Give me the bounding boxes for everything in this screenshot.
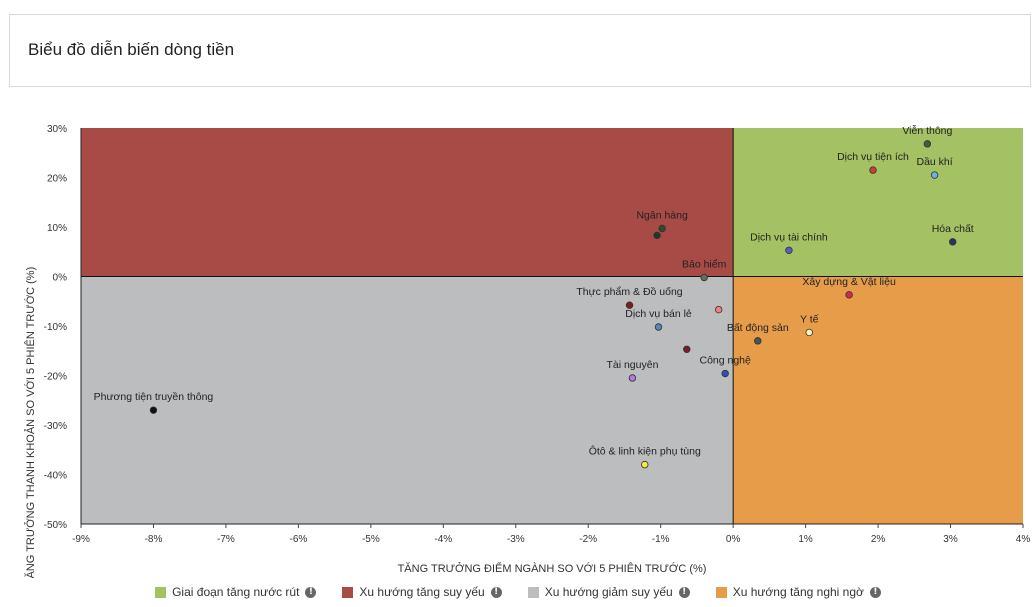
data-points: Viễn thông Dịch vụ tiện ích Dầu khí Hóa chấ… [94, 124, 974, 469]
x-tick-label: -3% [507, 534, 525, 545]
data-point-label: Ôtô & linh kiện phụ tùng [589, 445, 701, 458]
data-point [930, 171, 939, 179]
data-point-label: Dịch vụ tài chính [750, 231, 828, 243]
legend-swatch [527, 586, 539, 598]
x-tick-label: 0% [726, 534, 741, 545]
chart-legend: Giai đoạn tăng nước rút ! Xu hướng tăng … [0, 582, 1036, 602]
data-point [714, 305, 723, 314]
info-icon[interactable]: ! [678, 586, 690, 598]
quadrant-backgrounds [81, 128, 1023, 524]
data-point-label: Dịch vụ tiện ích [837, 151, 909, 163]
data-point [949, 238, 957, 246]
data-point [869, 166, 877, 174]
data-point-label: Ngân hàng [636, 209, 688, 221]
data-point [923, 140, 932, 148]
y-tick-label: -20% [44, 372, 67, 383]
info-icon[interactable]: ! [490, 586, 502, 598]
y-tick-label: 20% [47, 174, 67, 185]
y-tick-label: -10% [44, 322, 67, 333]
x-tick-label: -1% [652, 534, 670, 545]
data-point [805, 328, 813, 337]
cash-flow-scatter-chart: -9% -8% -7% -6% -5% -4% -3% -2% -1% 0% 1% 2% 3% 4% 30%… [24, 124, 1031, 578]
y-axis-label: TĂNG TRƯỞNG THANH KHOẢN SO VỚI 5 PHIÊN T… [24, 267, 37, 578]
data-point-label: Phương tiện truyền thông [94, 391, 214, 403]
legend-label: Xu hướng giảm suy yếu [544, 585, 673, 599]
data-point [625, 301, 634, 309]
legend-label: Giai đoạn tăng nước rút [172, 585, 300, 599]
data-point-label: Viễn thông [902, 124, 952, 137]
data-point-label: Thực phẩm & Đồ uống [576, 286, 682, 298]
legend-item-tang-suy-yeu[interactable]: Xu hướng tăng suy yếu ! [342, 582, 502, 602]
data-point-label: Y tế [800, 313, 819, 325]
legend-item-tang-nghi-ngo[interactable]: Xu hướng tăng nghi ngờ ! [715, 582, 881, 602]
data-point [721, 369, 729, 378]
y-tick-label: 0% [53, 273, 68, 284]
legend-swatch [342, 586, 354, 598]
x-tick-label: -5% [362, 534, 380, 545]
x-tick-label: -6% [289, 534, 307, 545]
quadrant-bottom-right [733, 276, 1023, 524]
data-point-label: Công nghệ [699, 355, 751, 367]
legend-item-giam-suy-yeu[interactable]: Xu hướng giảm suy yếu ! [527, 582, 690, 602]
data-point [845, 291, 853, 299]
quadrant-top-left [81, 128, 734, 277]
data-point [641, 460, 649, 469]
legend-label: Xu hướng tăng suy yếu [359, 585, 485, 599]
data-point [683, 345, 691, 353]
data-point [785, 246, 793, 254]
data-point-label: Dầu khí [917, 156, 953, 168]
x-tick-label: -9% [72, 534, 90, 545]
data-point-label: Dịch vụ bán lẻ [625, 308, 692, 320]
x-tick-label: -7% [217, 534, 235, 545]
x-tick-label: 4% [1016, 534, 1031, 545]
data-point [700, 273, 708, 282]
y-tick-label: -40% [44, 471, 67, 482]
data-point [149, 406, 158, 414]
quadrant-top-right [733, 128, 1023, 277]
data-point-label: Bất động sản [727, 322, 789, 334]
data-point-label: Xây dựng & Vật liệu [802, 276, 896, 288]
data-point-label: Tài nguyên [606, 359, 658, 371]
header-card: Biểu đồ diễn biến dòng tiền [9, 14, 1031, 87]
legend-item-tang-nuoc-rut[interactable]: Giai đoạn tăng nước rút ! [155, 582, 317, 602]
data-point-label: Bảo hiểm [682, 258, 727, 270]
data-point-label: Hóa chất [932, 223, 974, 235]
x-tick-label: -8% [145, 534, 163, 545]
info-icon[interactable]: ! [869, 586, 881, 598]
chart-axes [80, 128, 1023, 525]
x-tick-label: -4% [434, 534, 452, 545]
info-icon[interactable]: ! [305, 586, 317, 598]
x-tick-label: 1% [798, 534, 813, 545]
legend-swatch [715, 586, 727, 598]
data-point [628, 374, 637, 382]
page-title: Biểu đồ diễn biến dòng tiền [28, 40, 235, 59]
y-tick-label: 10% [47, 223, 67, 234]
y-tick-label: -50% [44, 520, 67, 531]
quadrant-bottom-left [81, 276, 734, 524]
x-tick-label: 2% [871, 534, 886, 545]
y-tick-label: 30% [47, 124, 67, 135]
x-axis-label: TĂNG TRƯỞNG ĐIỂM NGÀNH SO VỚI 5 PHIÊN TR… [398, 562, 707, 575]
x-tick-label: 3% [943, 534, 958, 545]
data-point [653, 231, 661, 240]
x-tick-label: -2% [579, 534, 597, 545]
legend-label: Xu hướng tăng nghi ngờ [732, 585, 864, 599]
tick-labels: -9% -8% -7% -6% -5% -4% -3% -2% -1% 0% 1% 2% 3% 4% 30%… [44, 124, 1031, 545]
legend-swatch [155, 586, 167, 598]
data-point [754, 337, 762, 345]
y-tick-label: -30% [44, 421, 67, 432]
data-point [654, 323, 663, 331]
data-point [658, 224, 666, 233]
